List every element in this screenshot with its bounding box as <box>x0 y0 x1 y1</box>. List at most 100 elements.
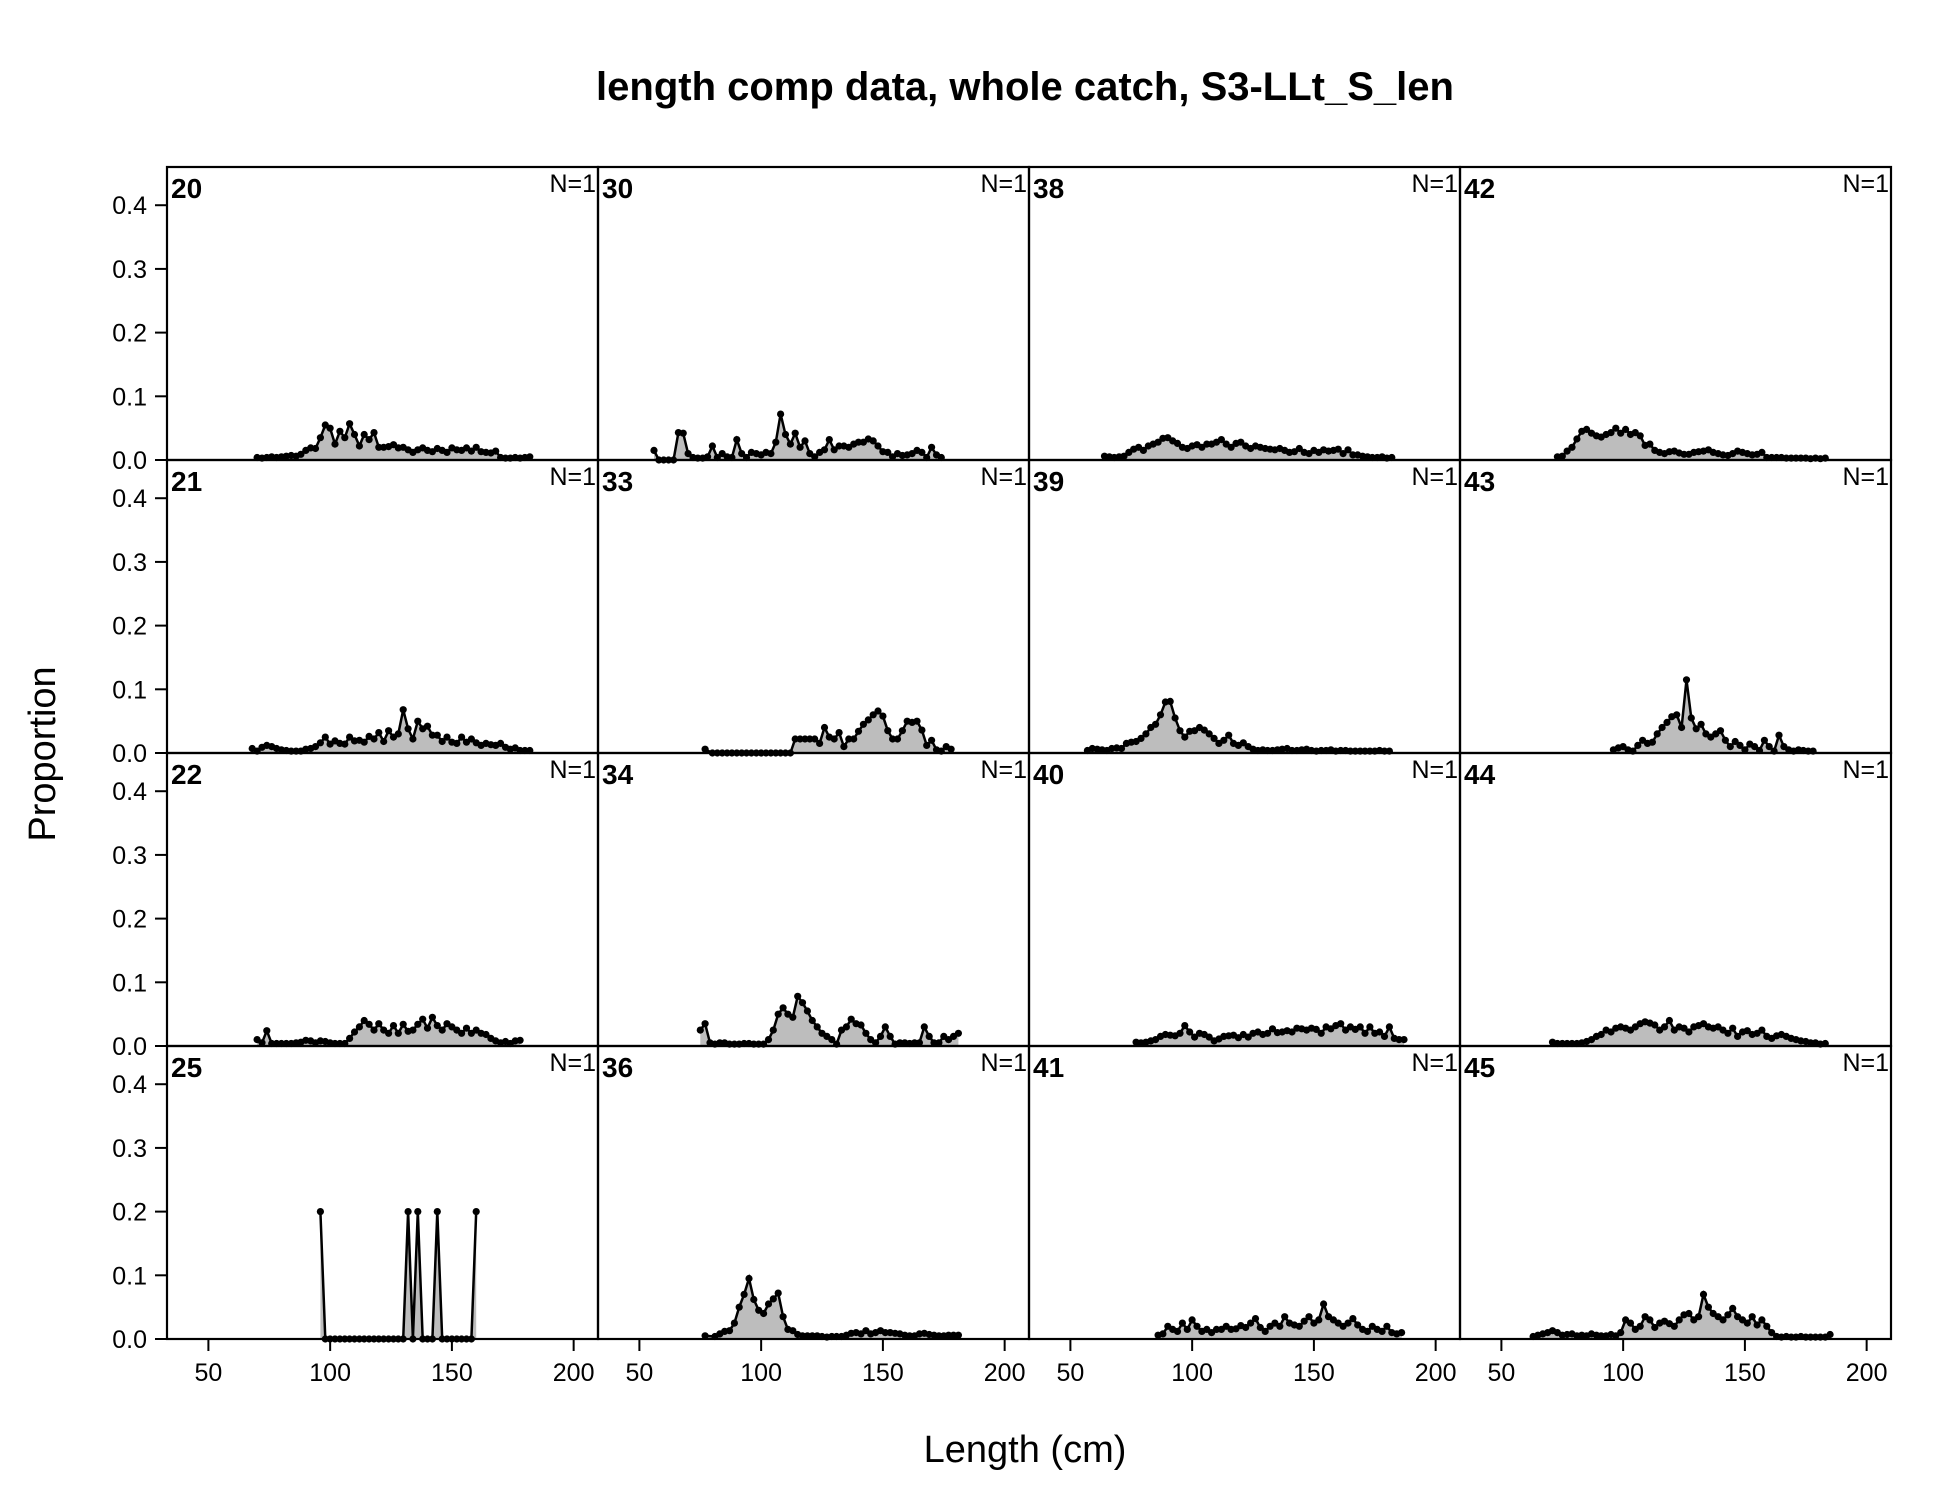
data-point <box>925 1032 933 1040</box>
data-point <box>1721 736 1729 744</box>
data-point <box>1251 1315 1260 1323</box>
data-point <box>360 738 368 746</box>
data-point <box>769 1295 777 1303</box>
data-point <box>1281 1313 1289 1321</box>
data-point <box>1237 438 1245 446</box>
data-point <box>820 723 829 732</box>
data-point <box>1731 737 1739 746</box>
data-point <box>779 1313 787 1321</box>
data-point <box>1171 714 1179 722</box>
panel-label: 38 <box>1033 173 1064 204</box>
panel-border <box>165 165 600 462</box>
data-point <box>1626 1319 1635 1327</box>
data-point <box>385 727 393 735</box>
n-label: N=1 <box>1842 756 1889 784</box>
data-point <box>1648 738 1656 746</box>
data-point <box>1186 1028 1194 1036</box>
data-point <box>443 733 451 741</box>
data-point <box>825 436 833 444</box>
panel-label: 20 <box>171 173 202 204</box>
data-point <box>1729 1304 1737 1312</box>
y-tick-label: 0.0 <box>112 740 147 768</box>
data-point <box>399 1020 407 1028</box>
panel-30: 30 N=1 <box>596 165 1031 464</box>
panel-border <box>1027 751 1462 1048</box>
data-point <box>1673 711 1681 719</box>
data-point <box>297 450 305 458</box>
data-point <box>331 440 339 448</box>
data-point <box>1687 714 1695 722</box>
data-point <box>467 735 475 743</box>
data-point <box>847 1015 855 1023</box>
data-point <box>1176 1029 1184 1037</box>
data-point <box>738 450 746 458</box>
data-point <box>414 1020 422 1028</box>
data-point <box>701 1020 709 1028</box>
y-tick-label: 0.3 <box>112 1135 147 1163</box>
data-point <box>311 743 320 751</box>
data-point <box>472 1208 480 1216</box>
y-tick-label: 0.1 <box>112 383 147 411</box>
data-point <box>1380 1032 1389 1040</box>
data-point <box>497 739 505 748</box>
data-point <box>1247 1319 1255 1327</box>
n-label: N=1 <box>1411 1049 1458 1077</box>
data-point <box>375 729 383 737</box>
data-point <box>1734 1032 1742 1040</box>
data-point <box>404 725 412 733</box>
data-point <box>355 1023 363 1031</box>
data-point <box>764 1036 773 1044</box>
data-point <box>1653 730 1661 738</box>
data-point <box>876 1032 885 1040</box>
data-point <box>409 735 417 743</box>
panel-label: 30 <box>602 173 633 204</box>
data-point <box>346 733 354 741</box>
data-point <box>350 1028 359 1036</box>
data-point <box>1317 1029 1325 1037</box>
n-label: N=1 <box>1842 1049 1889 1077</box>
panel-label: 44 <box>1464 759 1496 790</box>
data-point <box>443 448 451 456</box>
data-point <box>764 1300 773 1308</box>
data-point <box>1724 1029 1732 1037</box>
y-tick-label: 0.3 <box>112 549 147 577</box>
data-point <box>701 1332 709 1340</box>
data-point <box>1276 1322 1284 1330</box>
data-point <box>482 1030 490 1039</box>
data-point <box>1344 446 1352 454</box>
data-point <box>394 730 402 738</box>
chart-title: length comp data, whole catch, S3-LLt_S_… <box>596 65 1454 109</box>
data-point <box>774 1010 782 1018</box>
data-point <box>1120 452 1128 460</box>
panel-border <box>596 458 1031 755</box>
y-tick-label: 0.1 <box>112 1262 147 1290</box>
y-tick-label: 0.0 <box>112 1326 147 1354</box>
x-tick-label: 150 <box>862 1359 904 1387</box>
data-point <box>811 453 819 461</box>
data-point <box>740 1290 748 1298</box>
data-point <box>859 720 868 728</box>
x-tick-label: 100 <box>309 1359 351 1387</box>
data-point <box>1398 1329 1406 1337</box>
data-point <box>779 1004 787 1012</box>
data-point <box>1337 1020 1345 1028</box>
panel-border <box>596 1044 1031 1341</box>
data-point <box>935 1039 943 1047</box>
y-tick-label: 0.0 <box>112 1033 147 1061</box>
data-point <box>423 722 432 730</box>
data-point <box>1568 443 1576 451</box>
data-point <box>1726 743 1734 751</box>
y-tick-label: 0.1 <box>112 676 147 704</box>
data-point <box>954 1029 963 1037</box>
panel-border <box>596 751 1031 1048</box>
data-point <box>1376 1028 1384 1036</box>
data-point <box>492 447 500 455</box>
data-point <box>516 1036 524 1044</box>
data-point <box>1178 1319 1186 1327</box>
y-tick-label: 0.4 <box>112 778 147 806</box>
data-point <box>774 1289 782 1297</box>
data-point <box>346 1034 354 1042</box>
n-label: N=1 <box>980 756 1027 784</box>
data-point <box>862 1029 870 1037</box>
data-point <box>1646 440 1654 448</box>
